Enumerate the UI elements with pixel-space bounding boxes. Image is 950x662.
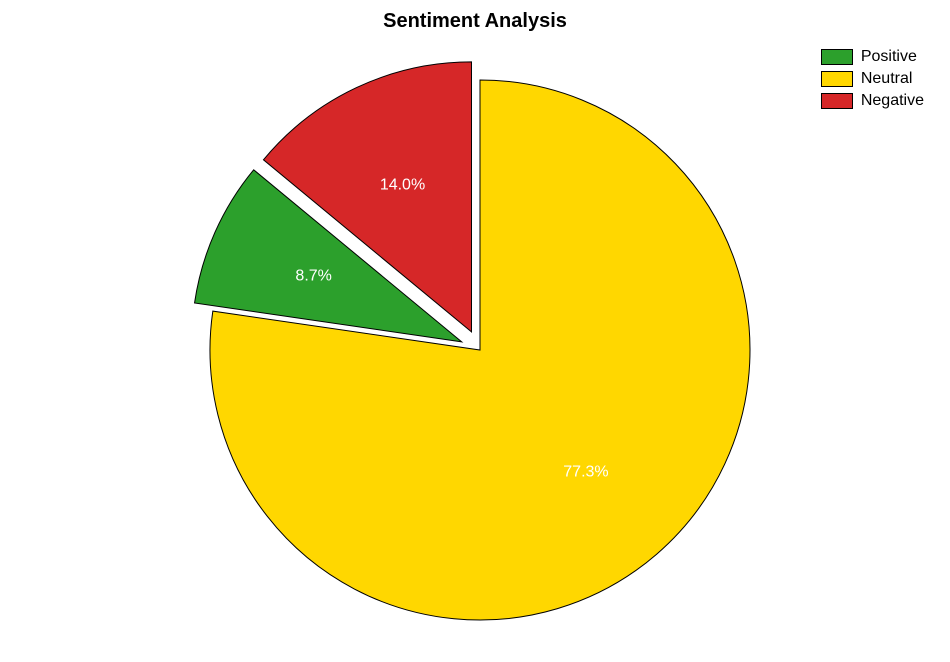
slice-percent-label: 14.0%	[380, 177, 425, 194]
legend-label: Negative	[861, 92, 924, 110]
legend-swatch	[821, 71, 853, 87]
chart-container: Sentiment Analysis 77.3% 8.7% 14.0% Positi…	[0, 0, 950, 662]
legend-item: Negative	[821, 92, 924, 110]
legend: Positive Neutral Negative	[821, 48, 924, 114]
slice-percent-label: 77.3%	[563, 464, 608, 481]
legend-label: Positive	[861, 48, 917, 66]
slice-percent-label: 8.7%	[295, 267, 331, 284]
legend-label: Neutral	[861, 70, 913, 88]
pie-chart: 77.3% 8.7% 14.0%	[180, 60, 780, 660]
legend-item: Neutral	[821, 70, 924, 88]
legend-swatch	[821, 93, 853, 109]
legend-item: Positive	[821, 48, 924, 66]
chart-title: Sentiment Analysis	[383, 10, 567, 33]
legend-swatch	[821, 49, 853, 65]
